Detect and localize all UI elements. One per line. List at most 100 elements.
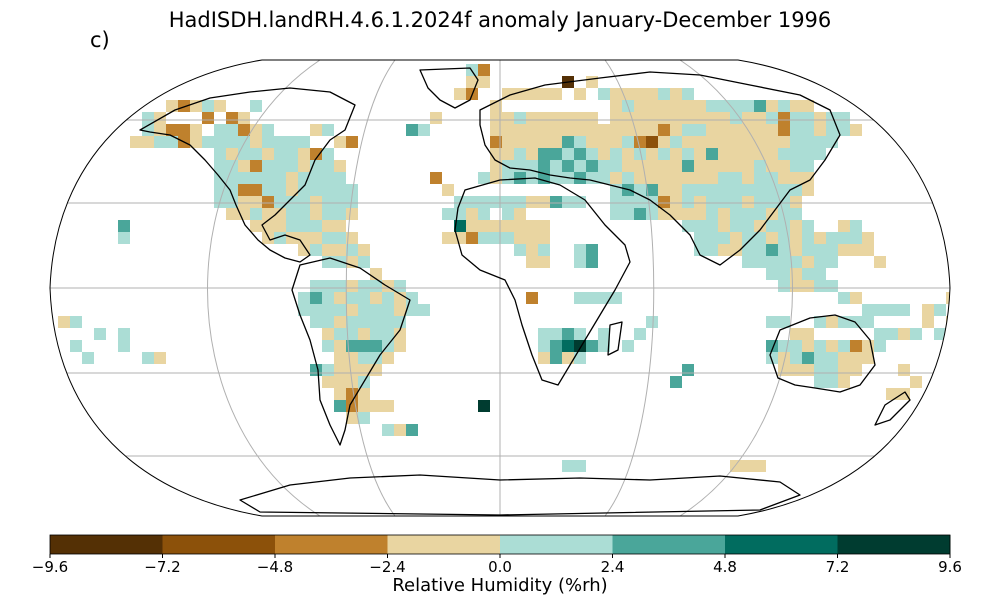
grid-cell (694, 112, 706, 124)
grid-cell (238, 160, 250, 172)
grid-cell (694, 148, 706, 160)
grid-cell (874, 340, 886, 352)
grid-cell (538, 352, 550, 364)
grid-cell (850, 316, 862, 328)
grid-cell (262, 196, 274, 208)
grid-cell (238, 148, 250, 160)
grid-cell (898, 388, 910, 400)
grid-cell (586, 244, 598, 256)
grid-cell (214, 100, 226, 112)
grid-cell (502, 196, 514, 208)
grid-cell (346, 292, 358, 304)
grid-cell (766, 244, 778, 256)
grid-cell (202, 136, 214, 148)
grid-cell (502, 232, 514, 244)
grid-cell (394, 328, 406, 340)
grid-cell (514, 148, 526, 160)
grid-cell (706, 184, 718, 196)
grid-cell (274, 220, 286, 232)
grid-cell (478, 64, 490, 76)
grid-cell (82, 352, 94, 364)
grid-cell (322, 340, 334, 352)
grid-cell (634, 208, 646, 220)
grid-cell (490, 124, 502, 136)
grid-cell (478, 196, 490, 208)
grid-cell (838, 112, 850, 124)
grid-cell (538, 340, 550, 352)
grid-cell (694, 232, 706, 244)
grid-cell (778, 316, 790, 328)
grid-cell (658, 160, 670, 172)
grid-cell (670, 136, 682, 148)
grid-cell (742, 100, 754, 112)
grid-cell (718, 136, 730, 148)
grid-cell (670, 376, 682, 388)
grid-cell (478, 76, 490, 88)
grid-cell (850, 244, 862, 256)
colorbar-bin (612, 535, 726, 554)
grid-cell (682, 148, 694, 160)
grid-cell (682, 160, 694, 172)
grid-cell (682, 208, 694, 220)
grid-cell (298, 196, 310, 208)
grid-cell (538, 232, 550, 244)
grid-cell (490, 232, 502, 244)
grid-cell (658, 100, 670, 112)
grid-cell (490, 172, 502, 184)
grid-cell (382, 400, 394, 412)
grid-cell (814, 376, 826, 388)
grid-cell (730, 160, 742, 172)
grid-cell (322, 376, 334, 388)
colorbar-bin (387, 535, 501, 554)
grid-cell (754, 244, 766, 256)
grid-cell (238, 136, 250, 148)
grid-cell (730, 220, 742, 232)
colorbar-bin (162, 535, 276, 554)
grid-cell (154, 352, 166, 364)
grid-cell (178, 100, 190, 112)
grid-cell (370, 292, 382, 304)
grid-cell (466, 208, 478, 220)
grid-cell (526, 112, 538, 124)
grid-cell (622, 172, 634, 184)
grid-cell (562, 160, 574, 172)
grid-cell (322, 196, 334, 208)
grid-cell (262, 172, 274, 184)
grid-cell (862, 244, 874, 256)
grid-cell (514, 136, 526, 148)
grid-cell (838, 376, 850, 388)
grid-cell (718, 172, 730, 184)
grid-cell (706, 220, 718, 232)
grid-cell (790, 148, 802, 160)
grid-cell (310, 232, 322, 244)
grid-cell (550, 160, 562, 172)
grid-cell (790, 100, 802, 112)
colorbar-tick-label: −2.4 (369, 558, 406, 576)
grid-cell (682, 100, 694, 112)
grid-cell (838, 244, 850, 256)
coastlines (139, 67, 911, 516)
grid-cell (754, 208, 766, 220)
grid-cell (706, 244, 718, 256)
grid-cell (706, 100, 718, 112)
grid-cell (346, 280, 358, 292)
grid-cell (538, 220, 550, 232)
grid-cell (298, 160, 310, 172)
grid-cell (754, 112, 766, 124)
grid-cell (262, 136, 274, 148)
grid-cell (574, 244, 586, 256)
grid-cell (574, 328, 586, 340)
grid-cell (286, 184, 298, 196)
grid-cell (502, 148, 514, 160)
grid-cell (802, 244, 814, 256)
grid-cell (286, 220, 298, 232)
meridian-line (604, 60, 655, 516)
grid-cell (730, 232, 742, 244)
grid-cell (490, 136, 502, 148)
grid-cell (814, 364, 826, 376)
grid-cell (142, 136, 154, 148)
colorbar-tick-label: −4.8 (256, 558, 294, 576)
grid-cell (562, 124, 574, 136)
grid-cell (778, 232, 790, 244)
